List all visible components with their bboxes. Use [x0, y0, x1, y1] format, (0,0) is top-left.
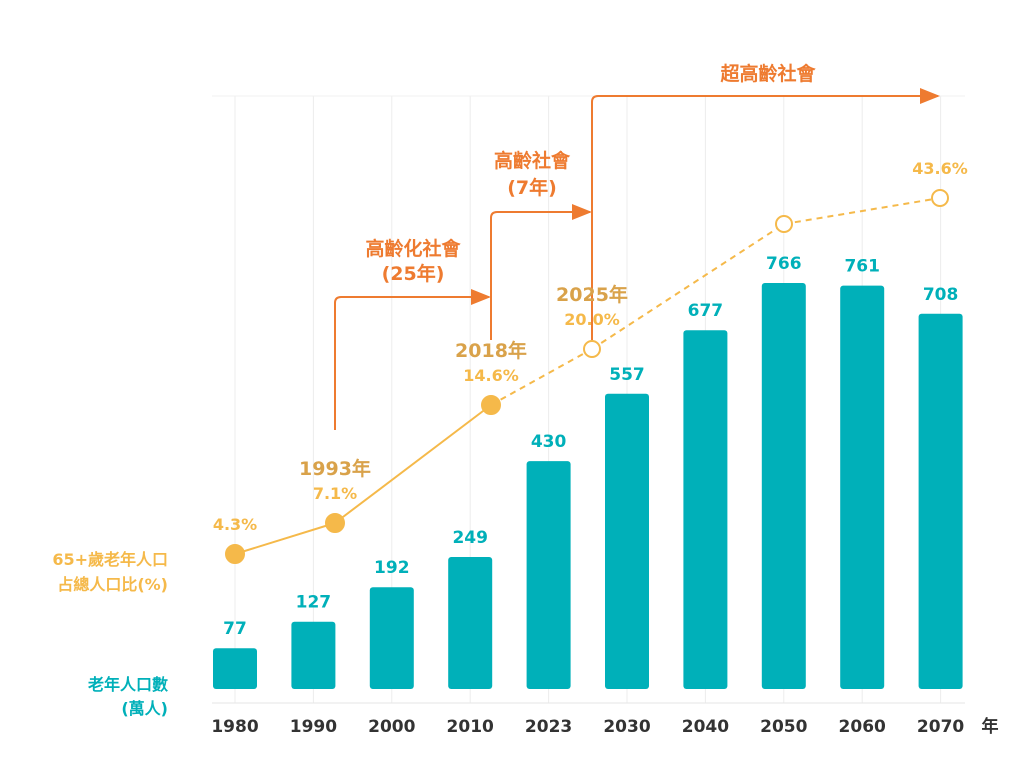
stage-label: 超高齡社會 — [719, 62, 816, 85]
bar-value-label: 249 — [452, 528, 488, 548]
line-legend-label: 65+歲老年人口 — [52, 550, 168, 569]
x-tick-label: 2070 — [917, 717, 964, 737]
x-tick-label: 2050 — [760, 717, 807, 737]
year-label: 1993年 — [299, 457, 371, 480]
x-tick-label: 1980 — [211, 717, 258, 737]
stage-duration: (25年) — [382, 262, 445, 285]
year-label: 2018年 — [455, 339, 527, 362]
percent-label: 14.6% — [463, 366, 519, 385]
bar-legend-label: 老年人口數 — [87, 675, 168, 694]
x-tick-label: 2030 — [603, 717, 650, 737]
bar-2070 — [918, 313, 963, 689]
line-point-2018 — [481, 395, 501, 415]
stage-label: 高齡化社會 — [365, 237, 461, 260]
bar-value-label: 127 — [296, 593, 332, 613]
bar-2060 — [840, 285, 885, 689]
line-point-2025 — [583, 340, 601, 358]
line-point-2070 — [931, 189, 949, 207]
line-point-2050 — [775, 215, 793, 233]
x-unit-label: 年 — [982, 716, 999, 737]
bar-2000 — [369, 587, 414, 689]
year-label: 2025年 — [556, 283, 628, 306]
x-tick-label: 2023 — [525, 717, 572, 737]
x-tick-label: 2060 — [839, 717, 886, 737]
bar-1990 — [291, 621, 336, 689]
percent-label: 4.3% — [213, 515, 257, 534]
line-segment — [591, 223, 785, 350]
x-tick-label: 2040 — [682, 717, 729, 737]
x-tick-label: 1990 — [290, 717, 337, 737]
stage-arrow — [334, 289, 491, 430]
bar-value-label: 557 — [609, 365, 645, 385]
line-legend-label: 占總人口比(%) — [57, 575, 168, 594]
line-segment — [234, 522, 336, 555]
bar-value-label: 708 — [923, 285, 959, 305]
bar-value-label: 761 — [844, 257, 880, 277]
x-tick-label: 2000 — [368, 717, 415, 737]
bar-value-label: 77 — [223, 619, 247, 639]
line-segment — [334, 404, 492, 524]
bar-legend-label: (萬人) — [121, 699, 168, 718]
percent-label: 20.0% — [564, 310, 620, 329]
bar-2010 — [448, 557, 493, 689]
stage-duration: (7年) — [507, 176, 557, 199]
line-point-1980 — [225, 544, 245, 564]
bar-1980 — [213, 648, 257, 689]
line-segment — [490, 348, 593, 406]
bar-2050 — [761, 283, 806, 689]
stage-arrow — [490, 204, 592, 340]
percent-label: 43.6% — [912, 159, 968, 178]
bar-value-label: 430 — [531, 432, 567, 452]
line-point-1993 — [325, 513, 345, 533]
stage-label: 高齡社會 — [494, 149, 571, 172]
bar-value-label: 192 — [374, 558, 410, 578]
bar-2023 — [526, 461, 571, 689]
bar-2040 — [683, 330, 728, 689]
bar-2030 — [605, 393, 649, 689]
stage-arrow — [591, 88, 940, 340]
x-tick-label: 2010 — [447, 717, 494, 737]
bar-value-label: 677 — [688, 301, 724, 321]
bar-value-label: 766 — [766, 254, 802, 274]
line-segment — [783, 197, 941, 225]
percent-label: 7.1% — [313, 484, 357, 503]
